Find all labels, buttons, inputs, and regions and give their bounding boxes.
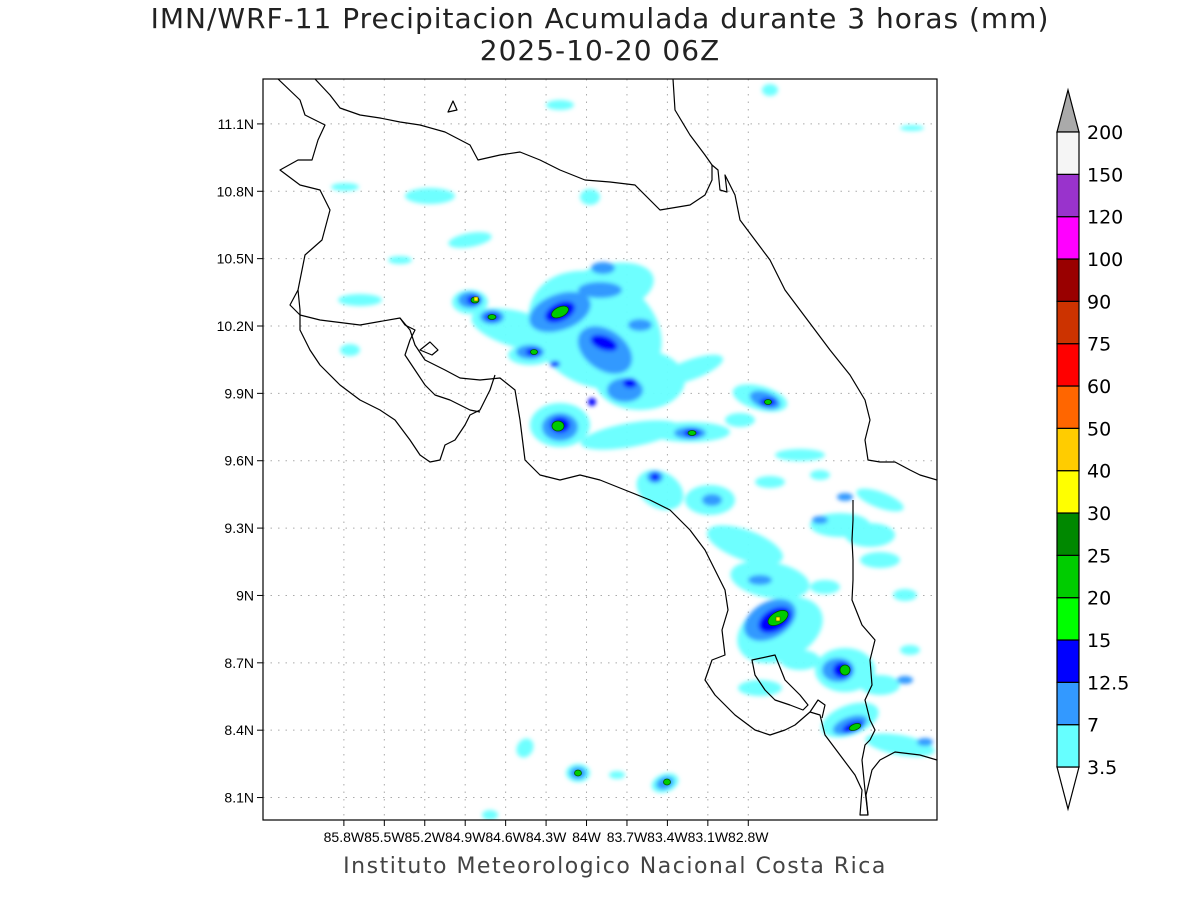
- colorbar-label: 90: [1087, 291, 1111, 313]
- colorbar-segment: [1056, 554, 1080, 599]
- colorbar-segment: [1056, 427, 1080, 472]
- colorbar-segment: [1056, 597, 1080, 641]
- map-subtitle-date: 2025-10-20 06Z: [479, 34, 721, 67]
- lon-tick-label: 84W: [572, 829, 602, 845]
- lon-tick-label: 85.2W: [405, 829, 446, 845]
- lon-tick-label: 85.8W: [324, 829, 365, 845]
- colorbar-segment: [1056, 512, 1080, 556]
- lat-tick-label: 10.5N: [217, 251, 254, 267]
- lon-tick-label: 85.5W: [364, 829, 405, 845]
- coastlines-borders: [277, 79, 937, 816]
- colorbar-label: 15: [1087, 630, 1111, 652]
- colorbar-segment: [1056, 724, 1080, 768]
- colorbar-label: 7: [1087, 715, 1099, 737]
- colorbar-label: 40: [1087, 461, 1111, 483]
- colorbar-segment: [1056, 470, 1080, 514]
- colorbar-label: 200: [1087, 122, 1123, 144]
- colorbar-segment: [1056, 343, 1080, 387]
- lon-tick-label: 84.9W: [445, 829, 486, 845]
- lat-tick-label: 9.3N: [224, 520, 254, 536]
- lat-tick-label: 8.4N: [224, 722, 254, 738]
- colorbar-label: 3.5: [1087, 757, 1117, 779]
- colorbar-label: 20: [1087, 588, 1111, 610]
- lat-tick-label: 9.6N: [224, 453, 254, 469]
- colorbar-segment: [1056, 173, 1080, 218]
- colorbar-segment: [1056, 131, 1080, 175]
- colorbar-label: 25: [1087, 545, 1111, 567]
- lat-tick-label: 8.7N: [224, 655, 254, 671]
- lon-tick-label: 83.1W: [688, 829, 729, 845]
- colorbar-label: 120: [1087, 207, 1123, 229]
- colorbar-segment: [1056, 300, 1080, 345]
- lon-tick-label: 83.4W: [647, 829, 688, 845]
- lat-tick-label: 9N: [236, 587, 254, 603]
- map-axes: 11.1N 10.8N 10.5N 10.2N 9.9N 9.6N 9.3N 9N 8.7N 8.…: [217, 116, 770, 845]
- lon-tick-label: 84.3W: [526, 829, 567, 845]
- colorbar-under-arrow: [1056, 766, 1080, 812]
- lat-tick-label: 11.1N: [218, 116, 254, 132]
- colorbar-label: 12.5: [1087, 672, 1129, 694]
- colorbar-segment: [1056, 385, 1080, 429]
- footer-credit: Instituto Meteorologico Nacional Costa R…: [343, 854, 887, 879]
- lat-tick-label: 10.8N: [217, 183, 254, 199]
- plot-frame: [262, 78, 938, 821]
- lon-tick-label: 84.6W: [485, 829, 526, 845]
- colorbar-label: 100: [1087, 249, 1123, 271]
- colorbar: 3.5 7 12.5 15 20 25 30 40 50 60 75 90 100 120 150 200: [1056, 87, 1129, 812]
- lat-tick-label: 10.2N: [217, 318, 254, 334]
- map-title: IMN/WRF-11 Precipitacion Acumulada duran…: [150, 2, 1050, 35]
- colorbar-segment: [1056, 639, 1080, 683]
- colorbar-label: 30: [1087, 503, 1111, 525]
- colorbar-label: 150: [1087, 164, 1123, 186]
- precip-field: [331, 84, 935, 820]
- colorbar-label: 50: [1087, 418, 1111, 440]
- colorbar-label: 60: [1087, 376, 1111, 398]
- colorbar-segment: [1056, 258, 1080, 302]
- colorbar-over-arrow: [1056, 87, 1080, 133]
- lat-tick-label: 8.1N: [224, 790, 254, 806]
- colorbar-segment: [1056, 216, 1080, 260]
- colorbar-segment: [1056, 681, 1080, 726]
- lon-tick-label: 82.8W: [728, 829, 769, 845]
- precip-cores: [470, 296, 862, 786]
- lat-tick-label: 9.9N: [224, 385, 254, 401]
- colorbar-label: 75: [1087, 334, 1111, 356]
- lon-tick-label: 83.7W: [607, 829, 648, 845]
